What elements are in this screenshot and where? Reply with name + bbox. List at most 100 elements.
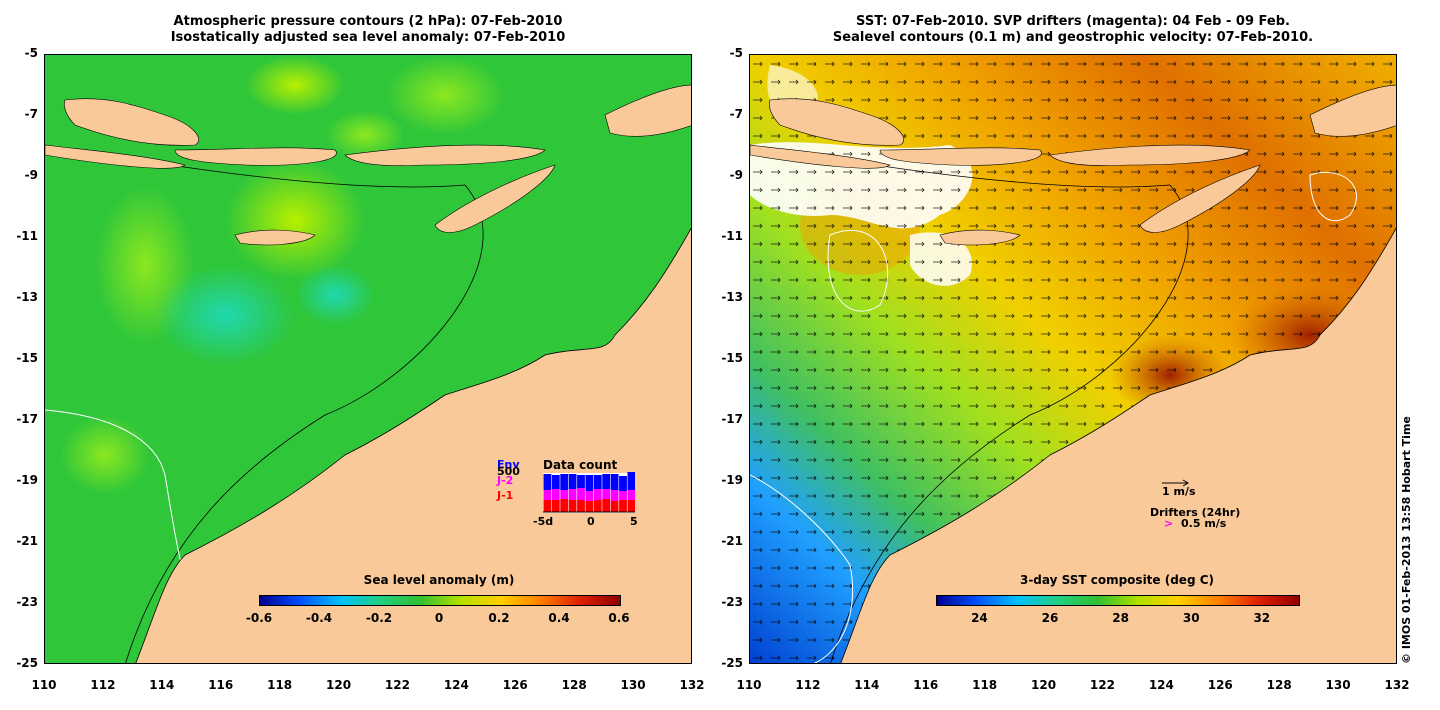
x-tick-4: 118 <box>267 678 293 692</box>
sealevel-contour-2 <box>1309 171 1357 222</box>
x-tick-0: 110 <box>31 678 57 692</box>
inset-bar-env <box>577 475 585 488</box>
inset-bar-j1 <box>619 500 627 512</box>
inset-bar-j2 <box>543 490 552 500</box>
y-tick-7: -19 <box>16 473 38 487</box>
colorbar-tick-1: 26 <box>1041 611 1059 625</box>
colorbar-tick-6: 0.6 <box>608 611 630 625</box>
inset-bar-j1 <box>551 500 560 512</box>
right-title-line1: SST: 07-Feb-2010. SVP drifters (magenta)… <box>856 14 1290 29</box>
sealevel-contour-3 <box>827 229 889 312</box>
inset-xtick-5: 5 <box>630 515 638 528</box>
y-tick-4: -13 <box>721 290 743 304</box>
inset-bar-j1 <box>593 500 602 512</box>
island-flores-alor <box>344 144 546 166</box>
inset-bar-j2 <box>585 491 594 501</box>
anomaly-high-3 <box>60 415 150 495</box>
left-title-line1: Atmospheric pressure contours (2 hPa): 0… <box>173 14 563 29</box>
inset-bar-env <box>551 475 560 489</box>
anomaly-high-4 <box>385 55 505 135</box>
sea-level-anomaly-map: Env 500 J-2 J-1 Data count -5d 0 5 Sea l… <box>44 54 692 664</box>
inset-bar-j2 <box>560 490 569 499</box>
colorbar-tick-2: 28 <box>1112 611 1129 625</box>
inset-env-label: Env <box>497 458 520 471</box>
island-tanimbar <box>604 84 691 137</box>
island-sumbawa-right <box>879 147 1042 166</box>
x-tick-6: 122 <box>384 678 410 692</box>
drifter-marker-icon: > <box>1164 517 1174 530</box>
x-tick-1: 112 <box>90 678 116 692</box>
y-tick-0: -5 <box>729 46 743 60</box>
inset-j2-label: J-2 <box>497 474 514 487</box>
colorbar-tick-5: 0.4 <box>548 611 570 625</box>
x-tick-9: 128 <box>561 678 587 692</box>
australia-landmass <box>135 227 691 663</box>
y-tick-8: -21 <box>721 534 743 548</box>
inset-title: Data count <box>543 458 618 472</box>
x-tick-1: 112 <box>795 678 821 692</box>
right-map-title: SST: 07-Feb-2010. SVP drifters (magenta)… <box>749 14 1397 46</box>
sealevel-contour-1 <box>750 474 854 663</box>
y-tick-2: -9 <box>24 168 38 182</box>
sea-level-anomaly-canvas <box>45 55 691 663</box>
x-tick-7: 124 <box>1148 678 1174 692</box>
inset-bar-j1 <box>568 500 577 512</box>
colorbar-tick-1: -0.4 <box>305 611 333 625</box>
x-tick-5: 120 <box>1031 678 1057 692</box>
island-tanimbar-right <box>1309 84 1396 137</box>
anomaly-high-6 <box>325 110 405 160</box>
colorbar-tick-4: 32 <box>1253 611 1271 625</box>
anomaly-high-1 <box>225 160 365 280</box>
y-tick-10: -25 <box>721 656 743 670</box>
y-tick-5: -15 <box>721 351 743 365</box>
anomaly-high-5 <box>245 55 345 115</box>
island-sumba-right <box>939 229 1021 246</box>
imos-credit: © IMOS 01-Feb-2013 13:58 Hobart Time <box>1400 416 1413 664</box>
inset-bar-j1 <box>610 501 619 512</box>
island-flores-right <box>1049 144 1251 166</box>
x-tick-10: 130 <box>620 678 646 692</box>
inset-xtick-0: 0 <box>587 515 595 528</box>
x-tick-8: 126 <box>502 678 528 692</box>
x-tick-9: 128 <box>1266 678 1292 692</box>
colorbar-tick-0: 24 <box>971 611 988 625</box>
island-sumba <box>234 229 316 246</box>
right-colorbar-title: 3-day SST composite (deg C) <box>1019 573 1215 587</box>
island-sumbawa-flores <box>174 147 337 166</box>
y-tick-3: -11 <box>721 229 743 243</box>
inset-bar-j2 <box>551 489 560 500</box>
x-tick-2: 114 <box>854 678 880 692</box>
island-java-east <box>45 144 186 169</box>
x-tick-8: 126 <box>1207 678 1233 692</box>
anomaly-low-2 <box>295 265 375 325</box>
inset-bar-j2 <box>610 490 619 501</box>
inset-bar-j2 <box>577 488 585 500</box>
inset-bar-env <box>627 472 635 490</box>
left-map-title: Atmospheric pressure contours (2 hPa): 0… <box>44 14 692 46</box>
sst-canvas <box>750 55 1396 663</box>
y-tick-6: -17 <box>16 412 38 426</box>
x-tick-7: 124 <box>443 678 469 692</box>
colorbar-tick-3: 30 <box>1182 611 1200 625</box>
island-timor-right <box>1139 164 1261 233</box>
inset-bar-env <box>585 475 594 491</box>
y-tick-8: -21 <box>16 534 38 548</box>
colorbar-tick-4: 0.2 <box>488 611 510 625</box>
inset-bar-env <box>593 475 602 489</box>
inset-bar-j1 <box>543 500 552 512</box>
y-tick-9: -23 <box>721 595 743 609</box>
velocity-legend-label: 1 m/s <box>1162 485 1196 498</box>
inset-bar-j1 <box>585 501 594 512</box>
inset-j1-label: J-1 <box>497 489 514 502</box>
left-title-line2: Isostatically adjusted sea level anomaly… <box>170 30 566 45</box>
x-tick-3: 116 <box>208 678 234 692</box>
inset-bar-j2 <box>627 490 635 500</box>
colorbar-tick-3: 0 <box>434 611 444 625</box>
inset-bar-j1 <box>602 499 611 512</box>
y-tick-3: -11 <box>16 229 38 243</box>
inset-count-label: 500 <box>497 465 520 478</box>
inset-bar-env <box>560 474 569 490</box>
inset-bar-env <box>543 474 552 490</box>
y-tick-10: -25 <box>16 656 38 670</box>
island-timor <box>434 164 556 233</box>
